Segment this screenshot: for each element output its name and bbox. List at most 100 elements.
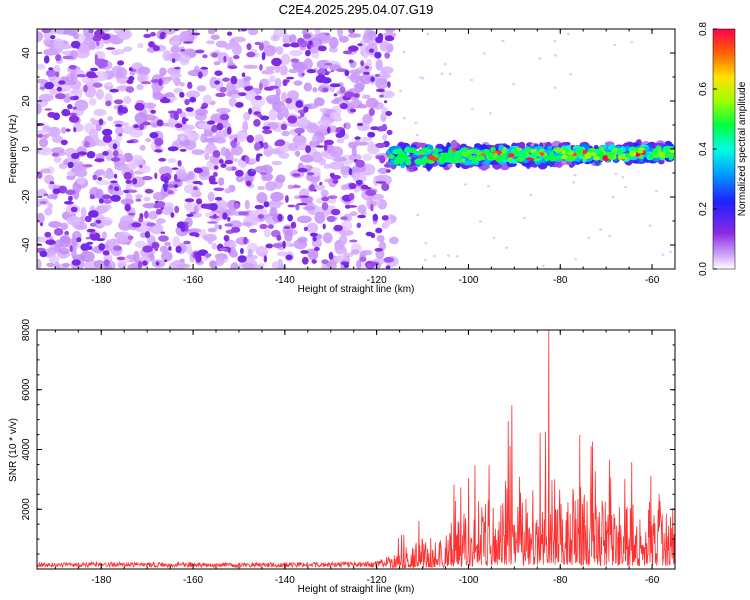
- spectrogram-noise-cell: [379, 94, 384, 98]
- spectrogram-signal-cell: [533, 157, 541, 162]
- spectrogram-noise-cell: [248, 107, 253, 115]
- spectrogram-noise-cell: [161, 206, 173, 216]
- spectrogram-noise-cell: [374, 247, 384, 252]
- spectrogram-noise-cell: [244, 155, 250, 164]
- spectrogram-signal-cell: [516, 147, 522, 152]
- spectrogram-noise-cell: [67, 104, 73, 110]
- spectrogram-signal-cell: [388, 154, 395, 160]
- spectrogram-noise-cell: [375, 181, 387, 184]
- spectrogram-noise-cell: [133, 124, 139, 129]
- spectrogram-noise-cell: [356, 222, 361, 229]
- spectrogram-signal-cell: [549, 155, 557, 162]
- spectrogram-noise-cell: [218, 247, 229, 251]
- spectrogram-noise-cell: [339, 102, 348, 110]
- spectrogram-noise-cell: [263, 255, 267, 263]
- spectrogram-noise-cell: [110, 194, 121, 202]
- spectrogram-noise-cell: [218, 159, 224, 164]
- spectrogram-noise-cell: [145, 138, 152, 143]
- spectrogram-noise-cell: [230, 75, 238, 85]
- spectrogram-noise-cell: [224, 223, 233, 227]
- spectrogram-noise-cell: [313, 97, 325, 107]
- spectrogram-signal-cell: [462, 150, 470, 157]
- spectrogram-noise-cell: [387, 81, 391, 88]
- spectrogram-noise-cell: [86, 241, 94, 245]
- spectrogram-noise-cell: [70, 40, 81, 49]
- spectrogram-noise-cell: [171, 58, 176, 63]
- spectrogram-noise-cell: [59, 236, 71, 248]
- spectrogram-noise-cell: [344, 204, 351, 209]
- spectrogram-noise-cell: [187, 83, 193, 89]
- spectrogram-signal-cell: [669, 148, 675, 153]
- spectrogram-noise-cell: [309, 184, 315, 192]
- spectrogram-noise-cell: [501, 39, 505, 43]
- spectrogram-noise-cell: [280, 66, 288, 75]
- spectrogram-noise-cell: [426, 32, 430, 36]
- spectrogram-noise-cell: [207, 227, 217, 233]
- spectrogram-noise-cell: [63, 200, 74, 205]
- spectrogram-noise-cell: [179, 91, 185, 98]
- spectrogram-noise-cell: [340, 184, 348, 191]
- spectrogram-noise-cell: [262, 142, 269, 150]
- spectrogram-noise-cell: [196, 85, 207, 92]
- spectrogram-noise-cell: [492, 236, 496, 239]
- spectrogram-noise-cell: [348, 153, 362, 161]
- spectrogram-noise-cell: [380, 90, 395, 99]
- spectrogram-noise-cell: [167, 190, 174, 195]
- spectrogram-noise-cell: [648, 224, 652, 227]
- spectrogram-noise-cell: [99, 204, 112, 211]
- spectrogram-signal-cell: [416, 142, 427, 147]
- spectrogram-noise-cell: [241, 262, 255, 269]
- spectrogram-noise-cell: [219, 86, 227, 93]
- spectrogram-noise-cell: [159, 98, 171, 104]
- spectrogram-signal-cell: [404, 147, 412, 154]
- spectrogram-noise-cell: [73, 127, 77, 133]
- spectrogram-noise-cell: [328, 251, 334, 260]
- spectrogram-noise-cell: [200, 106, 208, 109]
- spectrogram-noise-cell: [299, 46, 307, 51]
- spectrogram-noise-cell: [386, 129, 393, 136]
- spectrogram-noise-cell: [37, 258, 42, 269]
- spectrogram-noise-cell: [58, 185, 68, 194]
- spectrogram-noise-cell: [290, 221, 297, 229]
- spectrogram-noise-cell: [149, 132, 159, 139]
- spectrogram-noise-cell: [151, 241, 160, 249]
- spectrogram-noise-cell: [209, 260, 217, 268]
- spectrogram-noise-cell: [295, 141, 308, 151]
- spectrogram-noise-cell: [53, 38, 64, 49]
- spectrogram-noise-cell: [356, 259, 362, 269]
- spectrogram-noise-cell: [288, 142, 299, 152]
- spectrogram-noise-cell: [306, 69, 316, 74]
- spectrogram-noise-cell: [231, 166, 236, 171]
- spectrogram-noise-cell: [174, 123, 183, 129]
- spectrogram-noise-cell: [140, 81, 152, 85]
- spectrogram-noise-cell: [207, 221, 218, 224]
- spectrogram-signal-cell: [665, 147, 670, 154]
- spectrogram-noise-cell: [103, 259, 110, 267]
- spectrogram-noise-cell: [204, 253, 211, 258]
- spectrogram-noise-cell: [184, 98, 190, 106]
- spectrogram-signal-cell: [584, 153, 592, 159]
- spectrogram-noise-cell: [174, 66, 181, 70]
- spectrogram-noise-cell: [260, 115, 270, 121]
- spectrogram-noise-cell: [168, 246, 172, 251]
- spectrogram-noise-cell: [209, 181, 218, 185]
- spectrogram-noise-cell: [178, 54, 191, 63]
- spectrogram-noise-cell: [382, 134, 388, 141]
- spectrogram-noise-cell: [385, 265, 391, 269]
- spectrogram-noise-cell: [160, 231, 166, 234]
- spectrogram-noise-cell: [329, 146, 344, 158]
- spectrogram-noise-cell: [64, 230, 70, 236]
- spectrogram-noise-cell: [88, 29, 94, 34]
- spectrogram-noise-cell: [109, 88, 119, 93]
- spectrogram-noise-cell: [222, 212, 228, 220]
- spectrogram-noise-cell: [186, 244, 193, 256]
- spectrogram-noise-cell: [340, 165, 349, 175]
- spectrogram-noise-cell: [327, 195, 338, 200]
- spectrogram-noise-cell: [414, 121, 418, 125]
- spectrogram-noise-cell: [287, 214, 293, 222]
- spectrogram-noise-cell: [340, 220, 353, 231]
- spectrogram-noise-cell: [103, 172, 116, 179]
- spectrogram-noise-cell: [123, 46, 133, 52]
- spectrogram-noise-cell: [263, 44, 276, 57]
- spectrogram-noise-cell: [173, 112, 179, 121]
